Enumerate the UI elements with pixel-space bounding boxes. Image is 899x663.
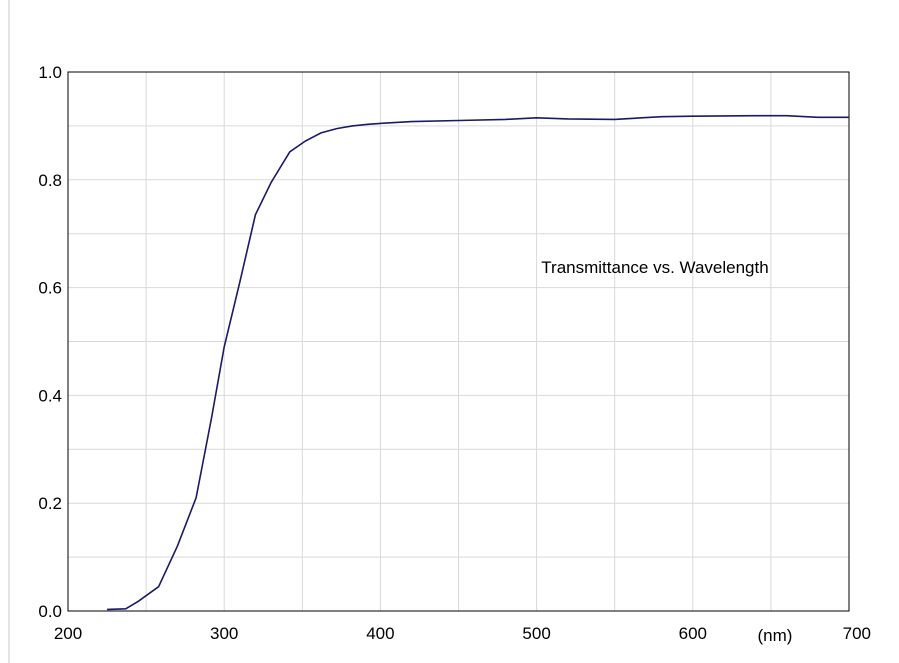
plot-frame	[67, 71, 850, 612]
y-tick-label: 0.4	[38, 386, 62, 405]
x-tick-label: 700	[843, 624, 871, 643]
y-tick-label: 0.2	[38, 494, 62, 513]
chart-annotation: Transmittance vs. Wavelength	[541, 258, 768, 277]
y-tick-label: 0.0	[38, 602, 62, 621]
x-tick-label: 500	[522, 624, 550, 643]
x-unit-label: (nm)	[758, 626, 793, 645]
x-tick-label: 200	[54, 624, 82, 643]
y-tick-label: 1.0	[38, 63, 62, 82]
y-tick-label: 0.8	[38, 171, 62, 190]
x-tick-label: 300	[210, 624, 238, 643]
grid	[68, 72, 849, 611]
y-tick-label: 0.6	[38, 279, 62, 298]
x-axis-tick-labels: 200 300 400 500 600 700	[54, 624, 871, 643]
x-tick-label: 400	[366, 624, 394, 643]
transmittance-series-line	[107, 114, 849, 611]
y-axis-tick-labels: 0.0 0.2 0.4 0.6 0.8 1.0	[38, 63, 62, 621]
x-tick-label: 600	[679, 624, 707, 643]
